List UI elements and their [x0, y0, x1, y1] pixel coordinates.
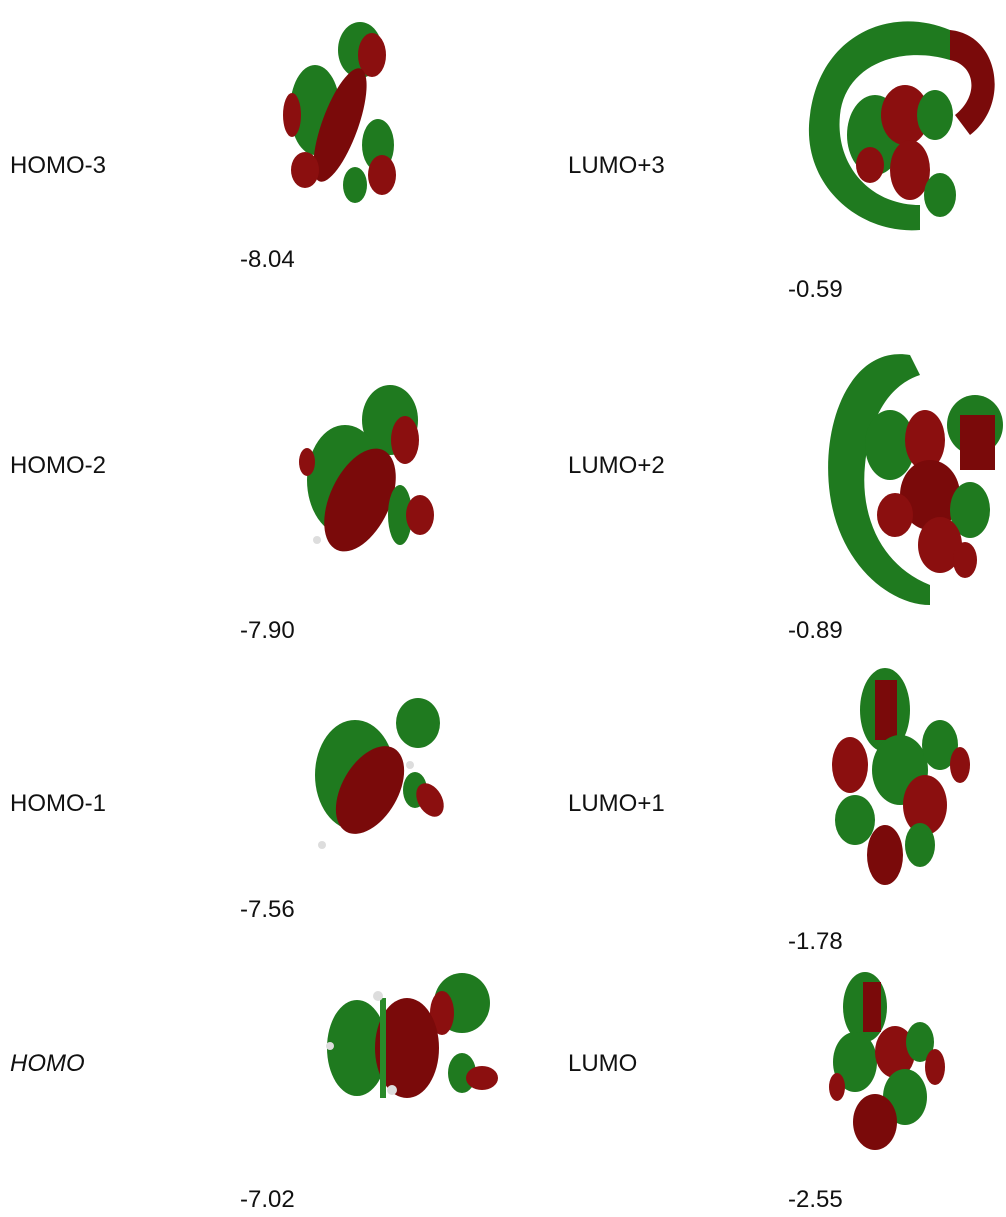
orbital-energy: -7.90 — [240, 619, 295, 643]
orbital-image — [825, 665, 975, 890]
orbital-energy: -1.78 — [788, 930, 843, 954]
orbital-label: HOMO-3 — [10, 154, 106, 178]
orbital-image — [295, 380, 445, 570]
orbital-image — [310, 695, 460, 835]
orbital-energy: -7.56 — [240, 898, 295, 922]
orbital-energy: -8.04 — [240, 248, 295, 272]
figure: {"orbitals": [ {"label": "HOMO-3", "ener… — [0, 0, 1006, 1217]
orbital-image — [800, 5, 1006, 240]
orbital-label: LUMO — [568, 1052, 637, 1076]
orbital-energy: -0.59 — [788, 278, 843, 302]
orbital-label: LUMO+2 — [568, 454, 665, 478]
orbital-energy: -7.02 — [240, 1188, 295, 1212]
orbital-label: LUMO+1 — [568, 792, 665, 816]
orbital-image — [825, 972, 955, 1157]
orbital-label: HOMO-2 — [10, 454, 106, 478]
orbital-energy: -0.89 — [788, 619, 843, 643]
orbital-image — [280, 15, 410, 210]
orbital-label: LUMO+3 — [568, 154, 665, 178]
orbital-image — [322, 968, 502, 1118]
orbital-image — [820, 345, 1006, 610]
orbital-energy: -2.55 — [788, 1188, 843, 1212]
orbital-label: HOMO — [10, 1052, 85, 1076]
orbital-label: HOMO-1 — [10, 792, 106, 816]
